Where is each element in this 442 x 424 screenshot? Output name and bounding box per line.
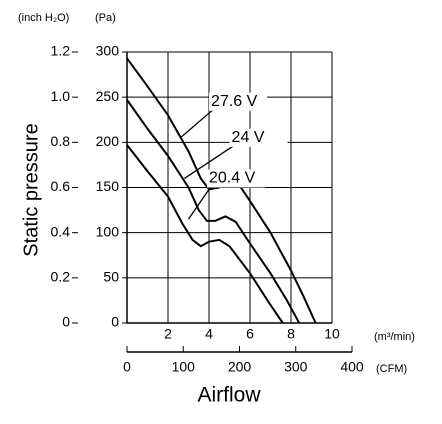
leader-line (187, 186, 212, 220)
series-line (126, 99, 301, 324)
x-unit: (m³/min) (374, 331, 415, 343)
x-tick-label: 8 (287, 326, 295, 342)
x-tick-label: 4 (205, 326, 213, 342)
y-tick-label: 150 (96, 178, 120, 194)
label-bg (207, 169, 265, 188)
y2-tick-label: 0 (62, 314, 70, 330)
label-bg (209, 92, 268, 111)
x-tick-label: 6 (246, 326, 254, 342)
x2-tick-label: 300 (284, 359, 308, 375)
y2-tick-label: 0.6 (51, 178, 71, 194)
y-tick-label: 50 (103, 269, 119, 285)
leader-line (179, 109, 214, 139)
y-tick-label: 0 (111, 314, 119, 330)
y-tick-label: 300 (96, 43, 120, 59)
y-tick-label: 100 (96, 223, 120, 239)
y2-tick-label: 1.0 (51, 88, 71, 104)
x2-tick-label: 200 (228, 359, 252, 375)
series-line (126, 144, 284, 324)
x-tick-label: 10 (324, 326, 340, 342)
x-axis-title: Airflow (197, 384, 261, 407)
y2-tick-label: 1.2 (51, 43, 71, 59)
y-unit: (Pa) (95, 12, 116, 24)
x2-tick-label: 400 (340, 359, 364, 375)
series-label: 20.4 V (209, 170, 256, 187)
series-label: 24 V (232, 129, 265, 146)
series-label: 27.6 V (211, 93, 258, 110)
y2-tick-label: 0.8 (51, 133, 71, 149)
y-tick-label: 200 (96, 133, 120, 149)
y2-tick-label: 0.2 (51, 269, 71, 285)
x2-tick-label: 0 (123, 359, 131, 375)
label-bg (229, 128, 288, 147)
x2-unit: (CFM) (376, 363, 407, 375)
x-tick-label: 2 (164, 326, 172, 342)
y-axis-title: Static pressure (20, 123, 42, 256)
y2-unit: (inch H₂O) (18, 12, 69, 24)
leader-line (184, 145, 234, 180)
y-tick-label: 250 (96, 88, 120, 104)
x2-tick-label: 100 (172, 359, 196, 375)
y2-tick-label: 0.4 (51, 223, 71, 239)
